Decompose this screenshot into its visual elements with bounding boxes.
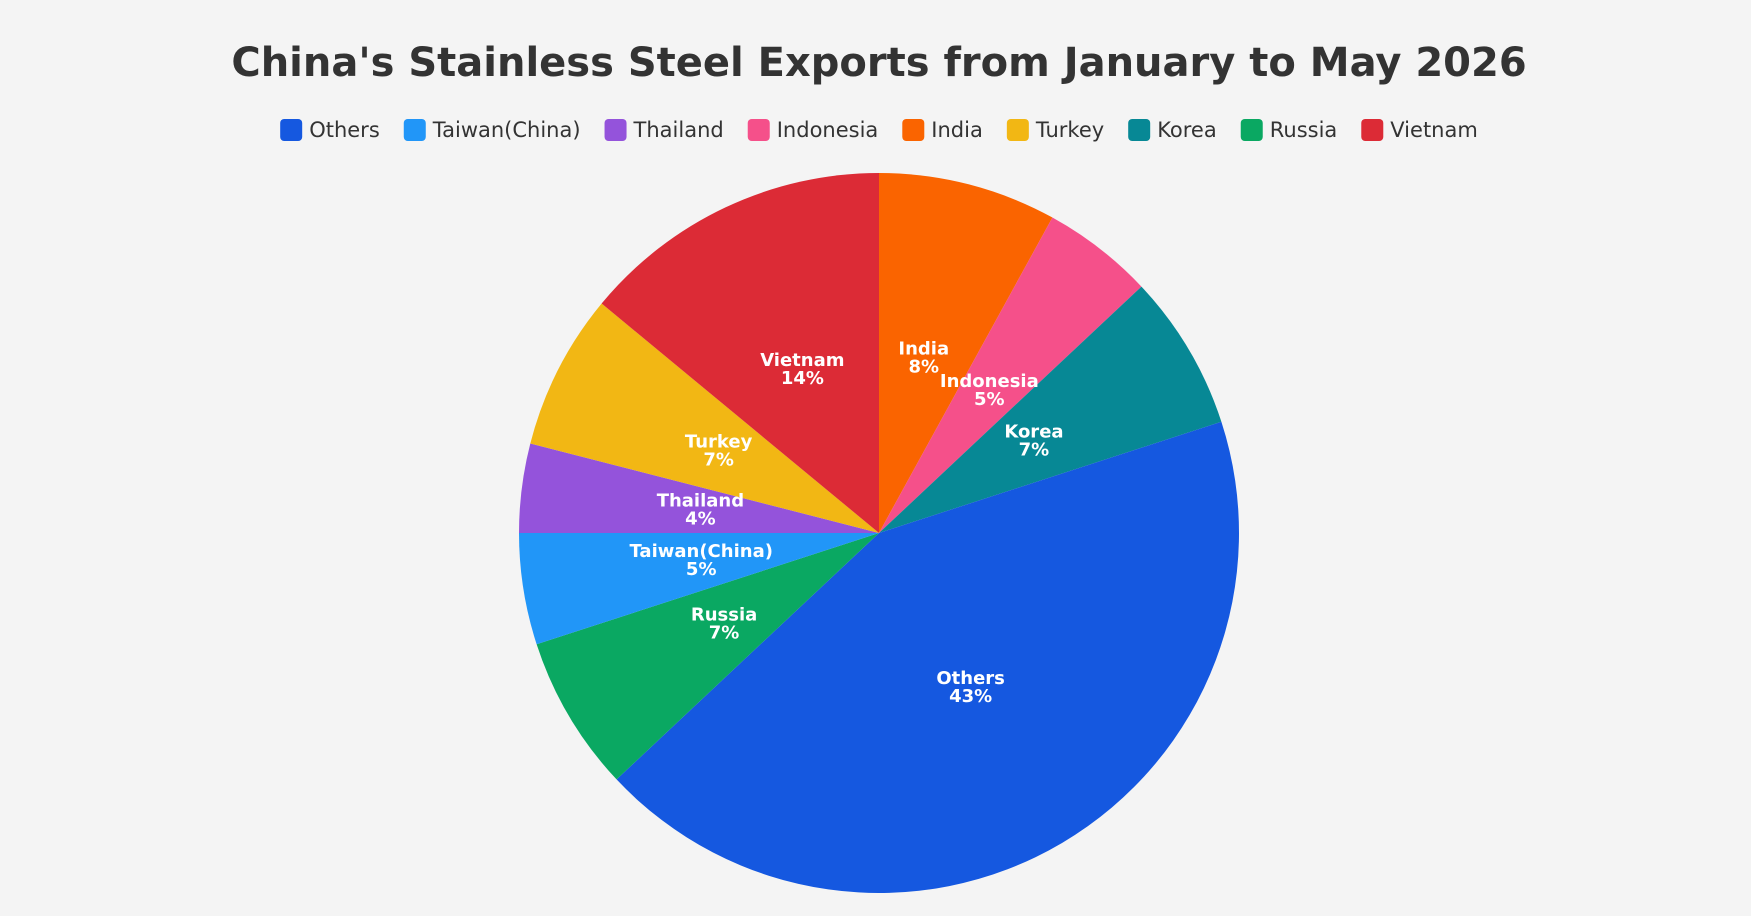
legend-label: Korea — [1157, 118, 1217, 142]
pie-slice — [519, 533, 879, 645]
slice-label: India — [898, 339, 949, 360]
pie-slice — [879, 173, 1053, 533]
legend-swatch — [1361, 119, 1384, 141]
slice-value: 4% — [685, 508, 716, 529]
pie: India8%Indonesia5%Korea7%Others43%Russia… — [519, 173, 1240, 894]
legend-label: Others — [309, 118, 380, 142]
legend-swatch — [902, 119, 925, 141]
slice-label: Vietnam — [760, 350, 844, 371]
slice-label: Taiwan(China) — [629, 541, 772, 562]
slice-value: 5% — [686, 559, 717, 580]
pie-slice — [530, 303, 879, 533]
legend-label: Russia — [1270, 118, 1338, 142]
legend-swatch — [280, 119, 303, 141]
legend-label: Taiwan(China) — [432, 118, 581, 142]
legend-label: India — [931, 118, 983, 142]
slice-value: 8% — [908, 357, 939, 378]
legend-swatch — [1128, 119, 1151, 141]
pie-slice — [601, 173, 879, 533]
slice-value: 7% — [1019, 439, 1050, 460]
pie-slice — [879, 217, 1142, 533]
legend: Others Taiwan(China) Thailand Indonesia Indi… — [280, 118, 1478, 142]
chart-title: China's Stainless Steel Exports from Jan… — [231, 40, 1526, 86]
legend-label: Indonesia — [777, 118, 879, 142]
pie-slice — [536, 533, 879, 780]
legend-label: Turkey — [1035, 118, 1104, 142]
legend-swatch — [1240, 119, 1263, 141]
slice-label: Korea — [1004, 421, 1063, 442]
slice-label: Turkey — [685, 431, 753, 452]
pie-slice — [519, 443, 879, 533]
legend-swatch — [747, 119, 770, 141]
slice-value: 43% — [949, 686, 992, 707]
pie-slice — [879, 286, 1222, 533]
slice-value: 14% — [781, 368, 824, 389]
slice-label: Indonesia — [940, 371, 1039, 392]
slice-label: Thailand — [657, 490, 744, 511]
legend-swatch — [1006, 119, 1029, 141]
slice-value: 7% — [703, 449, 734, 470]
pie-slice — [616, 421, 1240, 894]
legend-label: Vietnam — [1390, 118, 1478, 142]
slice-label: Russia — [691, 605, 757, 626]
legend-swatch — [604, 119, 627, 141]
slice-label: Others — [936, 668, 1005, 689]
legend-label: Thailand — [633, 118, 724, 142]
slice-value: 5% — [974, 389, 1005, 410]
slice-value: 7% — [709, 623, 740, 644]
legend-swatch — [403, 119, 426, 141]
